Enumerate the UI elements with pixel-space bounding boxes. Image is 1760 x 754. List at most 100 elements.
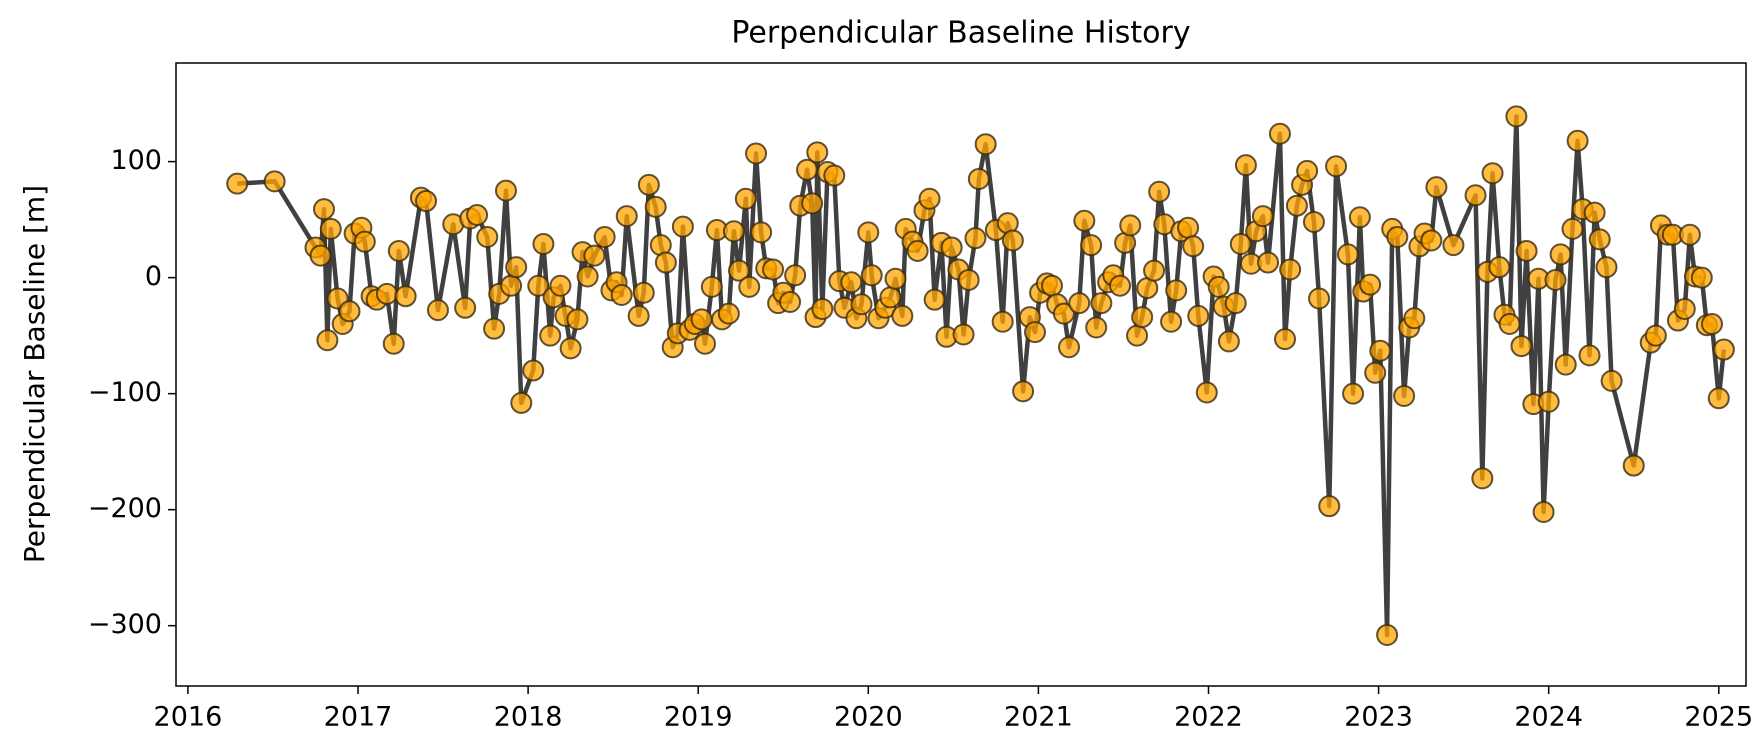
data-point (1160, 310, 1183, 333)
data-point (1549, 243, 1572, 266)
data-point (466, 203, 489, 226)
x-tick-label: 2020 (834, 702, 903, 733)
data-point (312, 198, 335, 221)
data-point (1488, 256, 1511, 279)
data-point (500, 274, 523, 297)
plot-frame (175, 62, 1747, 687)
x-tick-label: 2019 (664, 702, 733, 733)
data-point (1505, 105, 1528, 128)
data-point (1690, 266, 1713, 289)
data-point (1369, 339, 1392, 362)
data-point (811, 297, 834, 320)
data-point (940, 236, 963, 259)
data-point (615, 205, 638, 228)
data-point (1348, 206, 1371, 229)
data-point (1119, 214, 1142, 237)
data-point (1566, 129, 1589, 152)
data-point (1257, 251, 1280, 274)
data-point (1554, 353, 1577, 376)
y-axis-label: Perpendicular Baseline [m] (18, 185, 51, 563)
data-point (1165, 279, 1188, 302)
data-point (1442, 234, 1465, 257)
data-point (1673, 297, 1696, 320)
data-point (1023, 321, 1046, 344)
data-point (1510, 335, 1533, 358)
data-point (382, 332, 405, 355)
data-point (1177, 216, 1200, 239)
x-tick-label: 2018 (494, 702, 563, 733)
data-point (1403, 307, 1426, 330)
data-point (1182, 235, 1205, 258)
data-point (1217, 330, 1240, 353)
data-point (1644, 324, 1667, 347)
data-point (1481, 162, 1504, 185)
data-point (1195, 381, 1218, 404)
data-point (722, 220, 745, 243)
data-point (510, 391, 533, 414)
data-point (1279, 258, 1302, 281)
data-point (627, 304, 650, 327)
data-point (738, 275, 761, 298)
data-point (527, 274, 550, 297)
data-point (1207, 275, 1230, 298)
data-point (1012, 380, 1035, 403)
data-point (906, 239, 929, 262)
data-point (1622, 454, 1645, 477)
x-tick-label: 2023 (1344, 702, 1413, 733)
x-tick-label: 2022 (1174, 702, 1243, 733)
data-point (734, 187, 757, 210)
data-point (539, 324, 562, 347)
data-point (860, 264, 883, 287)
data-point (974, 133, 997, 156)
data-point (576, 265, 599, 288)
data-point (394, 285, 417, 308)
data-point (583, 244, 606, 267)
data-point (1268, 122, 1291, 145)
data-point (840, 271, 863, 294)
y-tick-label: 100 (110, 145, 162, 176)
data-point (857, 221, 880, 244)
data-point (918, 187, 941, 210)
data-point (1464, 184, 1487, 207)
data-point (823, 164, 846, 187)
data-point (1707, 387, 1730, 410)
data-point (654, 251, 677, 274)
data-point (1678, 223, 1701, 246)
data-point (850, 293, 873, 316)
data-point (1143, 259, 1166, 282)
data-point (1515, 239, 1538, 262)
data-point (454, 296, 477, 319)
data-point (779, 290, 802, 313)
data-point (884, 267, 907, 290)
data-point (1578, 344, 1601, 367)
data-point (1251, 205, 1274, 228)
data-point (1544, 268, 1567, 291)
data-point (1285, 194, 1308, 217)
data-point (879, 286, 902, 309)
data-point (522, 359, 545, 382)
data-point (263, 170, 286, 193)
data-point (964, 227, 987, 250)
data-point (1041, 274, 1064, 297)
data-point (1325, 155, 1348, 178)
data-point (690, 308, 713, 331)
data-point (1532, 500, 1555, 523)
chart-title: Perpendicular Baseline History (731, 16, 1190, 51)
data-point (1052, 302, 1075, 325)
y-tick-label: −200 (88, 493, 162, 524)
data-point (1588, 228, 1611, 251)
data-point (1090, 292, 1113, 315)
data-point (1234, 154, 1257, 177)
data-point (375, 282, 398, 305)
y-tick-label: 0 (145, 261, 162, 292)
data-point (991, 310, 1014, 333)
data-point (483, 317, 506, 340)
data-point (1376, 623, 1399, 646)
data-point (923, 288, 946, 311)
data-point (1126, 324, 1149, 347)
data-point (1425, 176, 1448, 199)
data-point (316, 329, 339, 352)
data-point (1561, 217, 1584, 240)
